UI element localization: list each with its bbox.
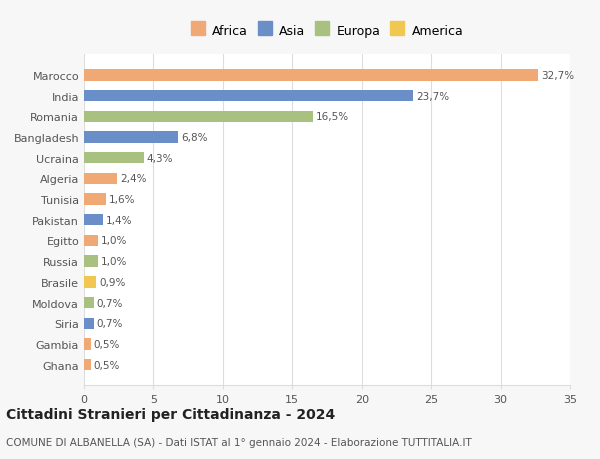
Bar <box>84 297 94 308</box>
Bar <box>84 215 103 226</box>
Legend: Africa, Asia, Europa, America: Africa, Asia, Europa, America <box>187 22 467 42</box>
Text: 1,6%: 1,6% <box>109 195 136 205</box>
Bar <box>84 153 144 164</box>
Bar <box>84 256 98 267</box>
Text: 6,8%: 6,8% <box>181 133 208 143</box>
Bar <box>84 318 94 329</box>
Text: 16,5%: 16,5% <box>316 112 349 122</box>
Text: 32,7%: 32,7% <box>541 71 574 81</box>
Text: 2,4%: 2,4% <box>120 174 146 184</box>
Text: 23,7%: 23,7% <box>416 91 449 101</box>
Text: 0,5%: 0,5% <box>94 360 120 370</box>
Text: 4,3%: 4,3% <box>146 153 173 163</box>
Text: COMUNE DI ALBANELLA (SA) - Dati ISTAT al 1° gennaio 2024 - Elaborazione TUTTITAL: COMUNE DI ALBANELLA (SA) - Dati ISTAT al… <box>6 437 472 447</box>
Bar <box>84 235 98 246</box>
Bar <box>84 132 178 143</box>
Text: 0,5%: 0,5% <box>94 339 120 349</box>
Bar <box>84 194 106 205</box>
Text: 1,0%: 1,0% <box>101 257 127 267</box>
Bar <box>84 277 97 288</box>
Bar <box>84 339 91 350</box>
Text: 1,4%: 1,4% <box>106 215 133 225</box>
Bar <box>84 91 413 102</box>
Bar <box>84 174 118 185</box>
Text: Cittadini Stranieri per Cittadinanza - 2024: Cittadini Stranieri per Cittadinanza - 2… <box>6 407 335 421</box>
Text: 0,7%: 0,7% <box>97 319 123 329</box>
Bar <box>84 112 313 123</box>
Text: 0,7%: 0,7% <box>97 298 123 308</box>
Bar <box>84 359 91 370</box>
Text: 1,0%: 1,0% <box>101 236 127 246</box>
Bar <box>84 70 538 81</box>
Text: 0,9%: 0,9% <box>99 277 125 287</box>
